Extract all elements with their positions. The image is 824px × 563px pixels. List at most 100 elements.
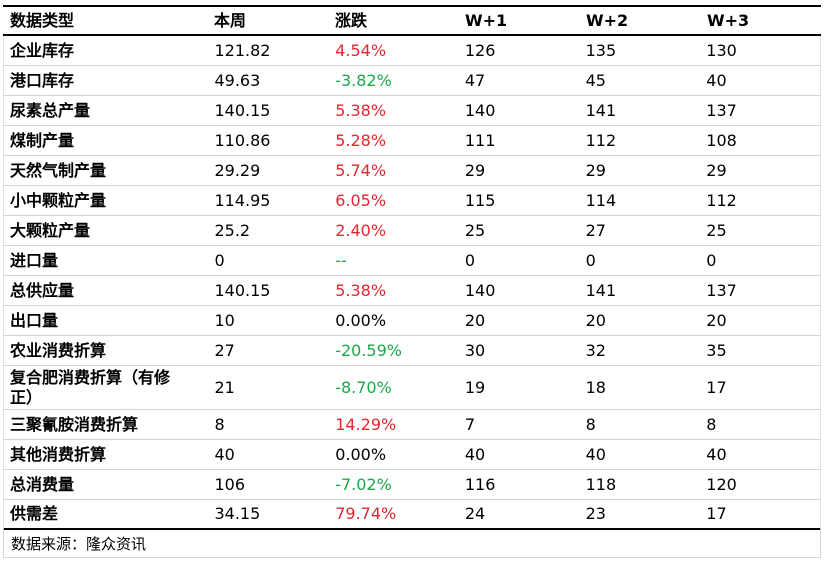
cell-change: -3.82% [335,70,392,90]
cell-label: 总消费量 [4,470,207,499]
header-row: 数据类型 本周 涨跌 W+1 W+2 W+3 [3,5,821,36]
table-row: 供需差 34.15 79.74% 24 23 17 [3,500,821,530]
cell-change: 5.28% [335,130,387,150]
cell-w3: 120 [706,474,737,494]
header-cell-w2: W+2 [586,10,629,30]
cell-this-week: 29.29 [214,160,261,180]
cell-this-week: 21 [214,377,235,397]
table-row: 三聚氰胺消费折算 8 14.29% 7 8 8 [3,410,821,440]
row-label-text: 复合肥消费折算（有修正） [10,367,171,407]
row-label-text: 供需差 [10,504,59,523]
cell-w3: 108 [706,130,737,150]
row-label-text: 三聚氰胺消费折算 [10,414,139,434]
cell-w1: 29 [464,160,486,180]
cell-w3: 40 [706,70,727,90]
cell-w3: 40 [706,444,727,464]
row-label-text: 总供应量 [10,280,75,300]
table-row: 港口库存 49.63 -3.82% 47 45 40 [3,66,821,96]
table-row: 复合肥消费折算（有修正） 21 -8.70% 19 18 17 [3,366,821,410]
cell-w2: 45 [585,70,606,90]
cell-change: -- [335,250,347,270]
table-row: 企业库存 121.82 4.54% 126 135 130 [3,36,821,66]
cell-w1: 140 [464,280,496,300]
header-cell-w1: W+1 [465,10,508,30]
cell-w2: 29 [585,160,606,180]
cell-label: 三聚氰胺消费折算 [4,410,207,439]
cell-w2: 114 [585,190,617,210]
cell-change: 0.00% [335,310,387,330]
cell-change: -8.70% [335,377,392,397]
header-cell-data-type: 数据类型 [10,10,75,30]
cell-label: 尿素总产量 [4,96,207,125]
cell-change: 5.38% [335,100,387,120]
cell-w3: 29 [706,160,727,180]
cell-change: 0.00% [335,444,387,464]
cell-this-week: 10 [214,310,235,330]
data-table: 数据类型 本周 涨跌 W+1 W+2 W+3 企业库存 121.82 4.54% 12… [3,5,821,530]
cell-w3: 8 [706,414,717,434]
cell-this-week: 121.82 [214,40,271,60]
cell-w2: 32 [585,340,606,360]
cell-w1: 115 [464,190,496,210]
cell-label: 供需差 [4,500,207,528]
cell-label: 企业库存 [4,36,207,65]
cell-this-week: 140.15 [214,280,271,300]
row-label-text: 企业库存 [10,40,75,60]
cell-w1: 47 [464,70,486,90]
cell-this-week: 27 [214,340,235,360]
table-row: 进口量 0 -- 0 0 0 [3,246,821,276]
cell-change: 14.29% [335,414,397,434]
cell-label: 天然气制产量 [4,156,207,185]
cell-w2: 135 [585,40,617,60]
cell-this-week: 49.63 [214,70,261,90]
cell-label: 进口量 [4,246,207,275]
cell-w2: 0 [585,250,596,270]
cell-w2: 141 [585,280,617,300]
row-label-text: 进口量 [10,250,59,270]
row-label-text: 天然气制产量 [10,160,107,180]
cell-w3: 137 [706,100,737,120]
cell-w2: 23 [585,504,606,523]
cell-change: 2.40% [335,220,387,240]
cell-w2: 20 [585,310,606,330]
cell-this-week: 34.15 [214,504,261,523]
row-label-text: 农业消费折算 [10,340,107,360]
row-label-text: 出口量 [10,310,59,330]
table-row: 总消费量 106 -7.02% 116 118 120 [3,470,821,500]
header-cell-w3: W+3 [707,10,750,30]
cell-w3: 25 [706,220,727,240]
table-body: 企业库存 121.82 4.54% 126 135 130 港口库存 49.63 -3.82% 4… [3,36,821,530]
cell-w2: 8 [585,414,596,434]
cell-w1: 19 [464,377,486,397]
row-label-text: 其他消费折算 [10,444,107,464]
table-row: 尿素总产量 140.15 5.38% 140 141 137 [3,96,821,126]
table-row: 农业消费折算 27 -20.59% 30 32 35 [3,336,821,366]
row-label-text: 煤制产量 [10,130,75,150]
cell-w3: 35 [706,340,727,360]
cell-label: 港口库存 [4,66,207,95]
cell-label: 复合肥消费折算（有修正） [4,366,207,409]
cell-w3: 17 [706,377,727,397]
cell-w3: 17 [706,504,727,523]
cell-w2: 40 [585,444,606,464]
cell-change: -7.02% [335,474,392,494]
table-row: 煤制产量 110.86 5.28% 111 112 108 [3,126,821,156]
table-row: 天然气制产量 29.29 5.74% 29 29 29 [3,156,821,186]
header-cell-this-week: 本周 [214,10,247,30]
cell-w3: 0 [706,250,717,270]
cell-change: -20.59% [335,340,402,360]
cell-w2: 27 [585,220,606,240]
cell-label: 农业消费折算 [4,336,207,365]
cell-this-week: 114.95 [214,190,271,210]
table-row: 小中颗粒产量 114.95 6.05% 115 114 112 [3,186,821,216]
cell-w2: 112 [585,130,617,150]
cell-w1: 24 [464,504,486,523]
cell-change: 5.74% [335,160,387,180]
cell-w1: 116 [464,474,496,494]
cell-label: 大颗粒产量 [4,216,207,245]
cell-label: 煤制产量 [4,126,207,155]
table-row: 总供应量 140.15 5.38% 140 141 137 [3,276,821,306]
cell-w3: 130 [706,40,737,60]
cell-w1: 7 [464,414,476,434]
cell-w1: 40 [464,444,486,464]
